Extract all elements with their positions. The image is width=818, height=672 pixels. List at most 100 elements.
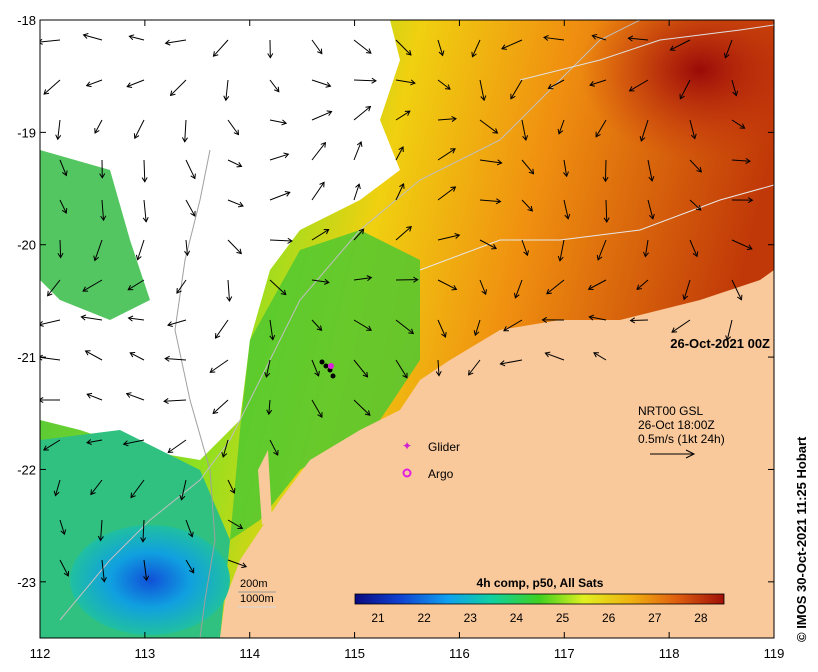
current-arrow-head (499, 360, 506, 367)
current-arrow (604, 159, 607, 182)
current-arrow-head (280, 289, 287, 296)
current-arrow-head (317, 412, 323, 419)
current-arrow-head (236, 161, 243, 168)
current-arrow (640, 119, 649, 142)
current-arrow (353, 228, 364, 241)
current-arrow (47, 279, 61, 297)
current-arrow-head (671, 327, 678, 333)
current-arrow (86, 79, 103, 87)
current-arrow (521, 119, 527, 141)
current-arrow (311, 279, 329, 283)
current-arrow-head (544, 351, 551, 358)
current-arrow-head (588, 314, 595, 321)
current-arrow (437, 186, 456, 201)
lon-tick-label: 117 (554, 646, 575, 661)
current-arrow-head (406, 226, 412, 232)
current-arrow (353, 359, 368, 378)
current-arrow-head (316, 325, 323, 332)
current-arrow (83, 34, 103, 41)
current-arrow-head (366, 325, 373, 331)
current-arrow (353, 319, 372, 331)
current-arrow (644, 239, 649, 257)
current-arrow (501, 39, 523, 50)
current-arrow-head (356, 141, 363, 147)
current-arrow-head (287, 237, 293, 244)
current-arrow (94, 239, 103, 261)
current-arrow (137, 239, 145, 260)
current-arrow (563, 199, 569, 219)
current-arrow (142, 519, 145, 542)
current-arrow (353, 39, 372, 54)
current-arrow (395, 359, 408, 379)
colorbar-tick-label: 21 (371, 611, 385, 625)
current-arrow-head (627, 35, 634, 42)
current-arrow-head (40, 321, 44, 327)
scale-arrow (650, 449, 696, 459)
current-arrow (689, 119, 696, 139)
current-arrow (185, 519, 193, 537)
current-arrow-head (491, 244, 498, 250)
current-arrow (514, 279, 523, 298)
current-arrow (129, 35, 145, 41)
current-arrow (40, 39, 61, 43)
current-arrow-head (237, 201, 244, 208)
current-arrow (81, 316, 103, 321)
current-arrow (227, 199, 244, 207)
current-arrow (265, 359, 271, 378)
current-arrow-head (639, 135, 646, 142)
current-arrow (227, 479, 235, 494)
glider-legend-label: Glider (428, 440, 460, 454)
current-arrow-head (281, 119, 288, 126)
current-arrow-head (176, 288, 182, 294)
current-arrow (437, 319, 446, 338)
current-arrow (227, 519, 243, 529)
current-arrow-head (140, 537, 147, 543)
current-arrow (185, 559, 195, 573)
lon-tick-label: 112 (30, 646, 51, 661)
current-arrow-head (547, 83, 554, 90)
colorbar-tick-label: 24 (510, 611, 524, 625)
current-arrow-head (695, 205, 702, 211)
current-arrow (126, 393, 145, 401)
current-arrow (521, 239, 528, 256)
lon-tick-label: 114 (239, 646, 260, 661)
current-arrow (437, 39, 444, 56)
current-arrow (269, 319, 274, 340)
current-arrow (269, 191, 290, 201)
colorbar-tick-label: 28 (694, 611, 708, 625)
current-arrow-head (188, 567, 195, 574)
current-arrow-head (510, 93, 516, 100)
current-arrow-head (82, 286, 89, 292)
glider-marker-icon: ✦ (402, 439, 412, 453)
current-arrow (57, 119, 61, 140)
current-arrow (59, 199, 67, 214)
current-arrow (589, 79, 607, 86)
current-arrow (184, 119, 187, 142)
current-arrow (227, 239, 242, 254)
current-arrow (545, 352, 565, 361)
glider-track (319, 359, 336, 379)
current-arrow (130, 479, 145, 498)
lat-tick-label: -20 (17, 238, 36, 253)
current-arrow-head (589, 81, 596, 87)
current-arrow-head (40, 38, 43, 45)
current-arrow-head (736, 294, 743, 301)
current-arrow-head (747, 197, 754, 204)
current-arrow (209, 359, 229, 373)
current-arrow (548, 79, 565, 89)
current-arrow (563, 159, 568, 177)
current-arrow-head (745, 157, 751, 164)
current-arrow-head (503, 326, 509, 332)
current-arrow-head (723, 52, 730, 59)
current-arrow-head (221, 451, 228, 458)
legend: ✦ Glider Argo (402, 439, 460, 481)
current-arrow-head (237, 523, 244, 529)
current-arrow (395, 79, 416, 84)
current-arrow-head (269, 334, 276, 341)
current-arrow (479, 279, 487, 295)
current-arrow-head (746, 244, 753, 251)
current-arrow (479, 79, 485, 101)
current-arrow-head (53, 490, 60, 497)
current-arrow (689, 159, 702, 173)
current-arrow (588, 279, 607, 290)
